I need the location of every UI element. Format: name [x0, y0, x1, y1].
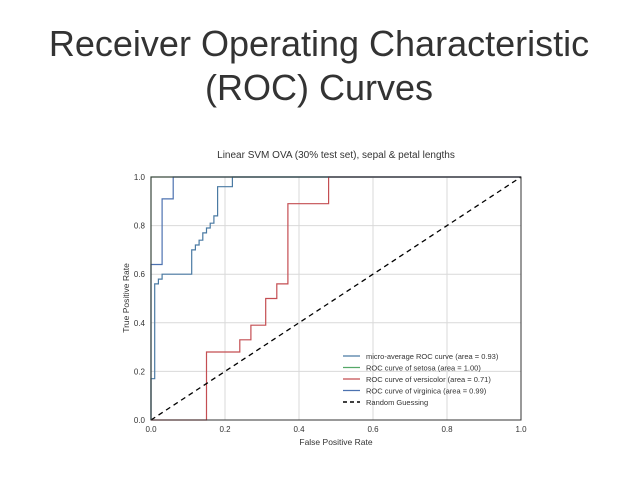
series-line-0 — [150, 176, 521, 420]
legend-entry-3: ROC curve of virginica (area = 0.99) — [366, 387, 487, 396]
x-tick-label: 0.2 — [219, 425, 231, 434]
x-tick-label: 0.6 — [367, 425, 379, 434]
x-tick-label: 1.0 — [515, 425, 527, 434]
legend-entry-2: ROC curve of versicolor (area = 0.71) — [366, 375, 491, 384]
legend-entry-4: Random Guessing — [366, 398, 428, 407]
slide-title: Receiver Operating Characteristic (ROC) … — [0, 22, 638, 110]
y-tick-label: 0.8 — [134, 222, 146, 231]
series-line-2 — [151, 176, 521, 421]
series-line-4 — [150, 176, 522, 421]
slide-title-line-1: Receiver Operating Characteristic — [48, 23, 590, 64]
y-tick-label: 0.2 — [134, 367, 146, 376]
legend-entry-1: ROC curve of setosa (area = 1.00) — [366, 364, 481, 373]
x-tick-label: 0.4 — [293, 425, 305, 434]
x-tick-label: 0.0 — [145, 425, 157, 434]
legend-entry-0: micro-average ROC curve (area = 0.93) — [366, 352, 499, 361]
slide-title-line-2: (ROC) Curves — [204, 67, 433, 108]
x-axis-label: False Positive Rate — [299, 437, 372, 447]
y-tick-label: 1.0 — [134, 173, 146, 182]
y-axis-label: True Positive Rate — [121, 263, 131, 333]
x-tick-label: 0.8 — [441, 425, 453, 434]
y-tick-label: 0.0 — [134, 416, 146, 425]
tick-labels: 0.0 0.2 0.4 0.6 0.8 1.0 0.0 0.2 0.4 0.6 0.8 1.0 — [134, 173, 527, 434]
legend: micro-average ROC curve (area = 0.93) ROC… — [343, 352, 499, 407]
y-tick-label: 0.4 — [134, 319, 146, 328]
plot-frame — [150, 176, 522, 421]
y-tick-label: 0.6 — [134, 270, 146, 279]
chart-title: Linear SVM OVA (30% test set), sepal & p… — [217, 150, 455, 161]
